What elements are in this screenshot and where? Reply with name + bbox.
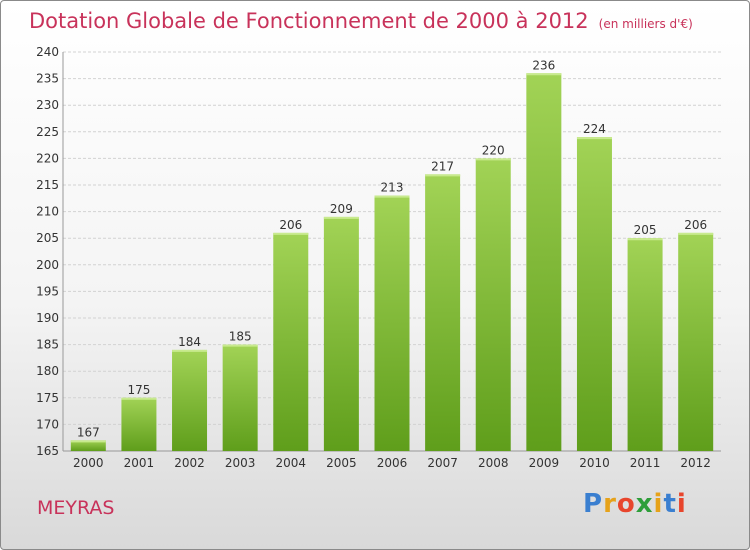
y-tick-label: 210: [36, 205, 59, 219]
y-tick-label: 200: [36, 258, 59, 272]
y-tick-label: 185: [36, 338, 59, 352]
x-axis: 2000 2001 2002 2003 2004 2005 2006 2007 2008 2009…: [73, 456, 711, 470]
x-tick-label: 2003: [225, 456, 256, 470]
commune-name: MEYRAS: [37, 497, 115, 519]
bar: [374, 195, 410, 451]
bar-value-label: 205: [634, 223, 657, 237]
bar: [576, 137, 612, 451]
bar-value-label: 185: [229, 330, 252, 344]
bar-value-label: 167: [77, 425, 100, 439]
y-tick-label: 235: [36, 72, 59, 86]
bar: [172, 349, 208, 451]
y-tick-label: 180: [36, 364, 59, 378]
y-tick-label: 225: [36, 125, 59, 139]
logo-letter: o: [616, 489, 636, 519]
logo-letter: i: [653, 489, 664, 519]
bar-value-label: 175: [127, 383, 150, 397]
logo-letter: P: [583, 489, 604, 519]
bar-value-label: 213: [381, 181, 404, 195]
y-tick-label: 165: [36, 444, 59, 458]
logo-letter: x: [635, 489, 654, 519]
x-tick-label: 2011: [630, 456, 661, 470]
bar-value-label: 224: [583, 122, 606, 136]
bar: [70, 440, 106, 451]
bar: [526, 73, 562, 451]
x-tick-label: 2002: [174, 456, 205, 470]
bar: [475, 158, 511, 451]
bar-value-label: 236: [532, 58, 555, 72]
x-tick-label: 2004: [275, 456, 306, 470]
bar-value-label: 209: [330, 202, 353, 216]
y-tick-label: 230: [36, 98, 59, 112]
y-tick-label: 175: [36, 391, 59, 405]
bar: [121, 397, 157, 451]
chart-subtitle: (en milliers d'€): [598, 17, 693, 31]
bar: [273, 232, 309, 451]
x-tick-label: 2005: [326, 456, 357, 470]
y-tick-label: 220: [36, 151, 59, 165]
y-tick-label: 205: [36, 231, 59, 245]
logo-letter: i: [676, 489, 687, 519]
x-tick-label: 2008: [478, 456, 509, 470]
x-tick-label: 2001: [124, 456, 155, 470]
logo-letter: t: [663, 489, 677, 519]
logo-letter: r: [603, 489, 617, 519]
proxiti-logo: Proxiti: [583, 489, 687, 519]
bar: [627, 238, 663, 451]
x-tick-label: 2006: [377, 456, 408, 470]
y-tick-label: 170: [36, 417, 59, 431]
bar-value-label: 217: [431, 159, 454, 173]
bar-value-label: 220: [482, 143, 505, 157]
x-tick-label: 2010: [579, 456, 610, 470]
bars: [70, 73, 714, 452]
x-tick-label: 2007: [427, 456, 458, 470]
x-tick-label: 2009: [529, 456, 560, 470]
bar: [323, 216, 359, 451]
y-axis: 165 170 175 180 185 190 195 200 205 210 215 220 225 2…: [36, 45, 59, 458]
y-tick-label: 215: [36, 178, 59, 192]
bar-value-label: 206: [279, 218, 302, 232]
bar-value-label: 184: [178, 335, 201, 349]
bar: [222, 344, 258, 451]
chart-title: Dotation Globale de Fonctionnement de 20…: [29, 9, 693, 33]
bar-value-label: 206: [684, 218, 707, 232]
y-tick-label: 240: [36, 45, 59, 59]
y-tick-label: 190: [36, 311, 59, 325]
bar: [678, 232, 714, 451]
data-labels: 167 175 184 185 206 209 213 217 220 236 224 205 206: [77, 58, 707, 439]
y-tick-label: 195: [36, 284, 59, 298]
bar: [425, 174, 461, 452]
x-tick-label: 2000: [73, 456, 104, 470]
x-tick-label: 2012: [680, 456, 711, 470]
